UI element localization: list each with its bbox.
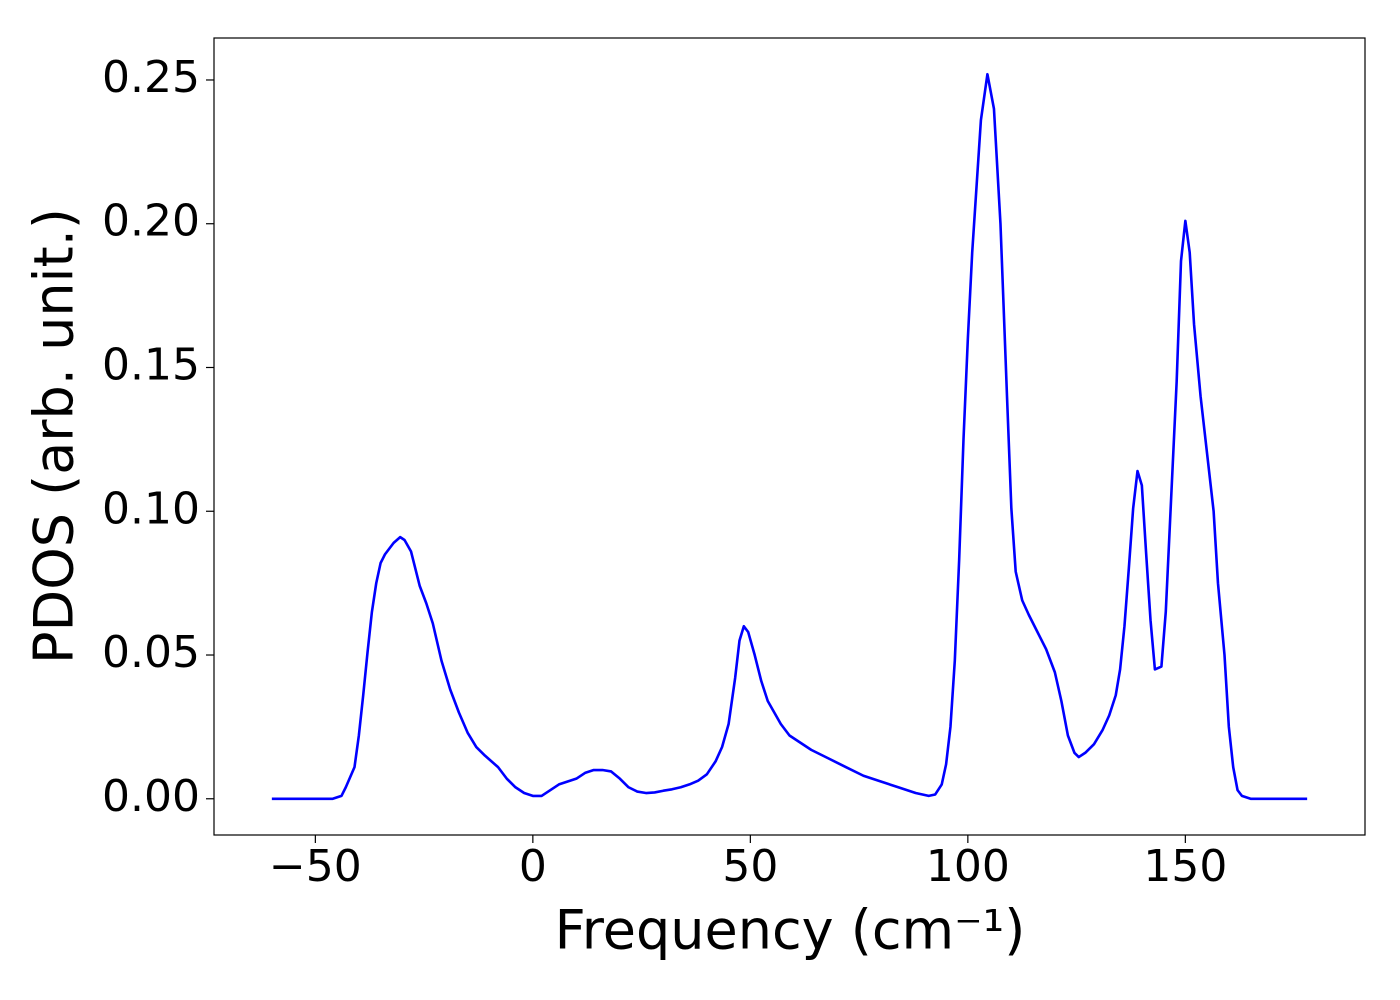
y-tick-label: 0.25 [102, 52, 200, 103]
x-tick-label: 50 [722, 841, 778, 892]
x-axis-label: Frequency (cm⁻¹) [555, 899, 1026, 962]
y-axis-label: PDOS (arb. unit.) [23, 208, 86, 664]
x-tick-label: 0 [519, 841, 547, 892]
x-tick-label: 150 [1143, 841, 1227, 892]
y-tick-label: 0.10 [102, 483, 200, 534]
y-tick-label: 0.15 [102, 339, 200, 390]
x-tick-label: −50 [269, 841, 362, 892]
x-tick-label: 100 [926, 841, 1010, 892]
y-tick-label: 0.00 [102, 771, 200, 822]
y-tick-label: 0.20 [102, 196, 200, 247]
data-line [271, 72, 1308, 801]
y-tick-label: 0.05 [102, 627, 200, 678]
plot-frame [213, 37, 1366, 836]
